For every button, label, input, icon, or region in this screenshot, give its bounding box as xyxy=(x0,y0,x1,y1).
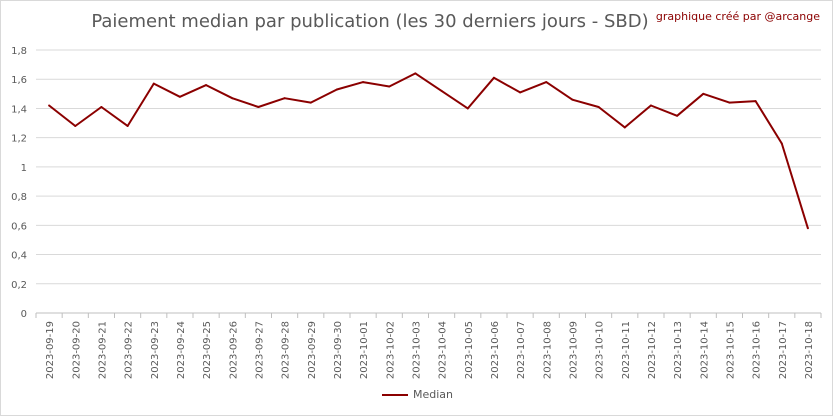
data-point xyxy=(205,84,208,87)
data-point xyxy=(257,105,260,108)
x-tick-label: 2023-10-12 xyxy=(647,321,658,379)
x-tick-label: 2023-09-19 xyxy=(45,321,56,379)
x-tick-label: 2023-09-20 xyxy=(71,321,82,379)
data-point xyxy=(74,124,77,127)
x-tick-label: 2023-10-02 xyxy=(385,321,396,379)
data-point xyxy=(676,114,679,117)
x-tick-label: 2023-09-23 xyxy=(150,321,161,379)
data-point xyxy=(126,124,129,127)
y-tick-label: 0,6 xyxy=(11,221,27,232)
x-tick-label: 2023-10-01 xyxy=(359,321,370,379)
x-tick-label: 2023-10-06 xyxy=(490,321,501,379)
x-tick-label: 2023-10-07 xyxy=(516,321,527,379)
data-point xyxy=(152,82,155,85)
data-point xyxy=(728,101,731,104)
x-tick-label: 2023-09-27 xyxy=(254,321,265,379)
x-tick-label: 2023-09-24 xyxy=(176,321,187,379)
x-tick-label: 2023-10-11 xyxy=(621,321,632,379)
data-point xyxy=(702,92,705,95)
legend-label-median: Median xyxy=(412,388,453,401)
data-point xyxy=(623,126,626,129)
chart-credit: graphique créé par @arcange xyxy=(655,10,820,23)
data-point xyxy=(283,97,286,100)
y-tick-label: 0 xyxy=(21,309,27,320)
x-tick-label: 2023-09-22 xyxy=(124,321,135,379)
x-tick-label: 2023-09-30 xyxy=(333,321,344,379)
x-tick-label: 2023-10-13 xyxy=(673,321,684,379)
data-point xyxy=(519,91,522,94)
y-tick-label: 1 xyxy=(21,163,27,174)
x-tick-label: 2023-09-26 xyxy=(228,321,239,379)
x-tick-label: 2023-09-28 xyxy=(281,321,292,379)
data-point xyxy=(806,227,809,230)
x-tick-label: 2023-10-16 xyxy=(752,321,763,379)
data-point xyxy=(335,88,338,91)
data-point xyxy=(649,104,652,107)
x-tick-label: 2023-10-18 xyxy=(804,321,815,379)
data-point xyxy=(100,105,103,108)
data-point xyxy=(362,81,365,84)
x-tick-label: 2023-10-15 xyxy=(725,321,736,379)
data-point xyxy=(545,81,548,84)
y-tick-label: 1,4 xyxy=(11,104,27,115)
data-point xyxy=(178,95,181,98)
x-tick-label: 2023-10-17 xyxy=(778,321,789,379)
data-point xyxy=(231,97,234,100)
x-tick-label: 2023-10-14 xyxy=(699,321,710,379)
data-point xyxy=(48,104,51,107)
x-tick-label: 2023-10-04 xyxy=(438,321,449,379)
series-line-median xyxy=(48,72,809,229)
x-tick-label: 2023-09-29 xyxy=(307,321,318,379)
data-point xyxy=(780,142,783,145)
y-tick-label: 0,2 xyxy=(11,280,27,291)
chart-title: Paiement median par publication (les 30 … xyxy=(91,11,649,32)
y-tick-label: 0,8 xyxy=(11,192,27,203)
x-tick-label: 2023-10-09 xyxy=(568,321,579,379)
legend-swatch-median xyxy=(381,394,408,396)
y-tick-label: 0,4 xyxy=(11,251,27,262)
data-point xyxy=(466,107,469,110)
x-tick-label: 2023-10-08 xyxy=(542,321,553,379)
data-point xyxy=(440,89,443,92)
y-tick-label: 1,2 xyxy=(11,134,27,145)
data-point xyxy=(388,85,391,88)
data-point xyxy=(309,101,312,104)
y-tick-label: 1,8 xyxy=(11,46,27,57)
x-tick-label: 2023-10-05 xyxy=(464,321,475,379)
y-tick-label: 1,6 xyxy=(11,75,27,86)
x-tick-label: 2023-09-21 xyxy=(97,321,108,379)
x-tick-label: 2023-10-10 xyxy=(595,321,606,379)
data-point xyxy=(414,72,417,75)
x-tick-label: 2023-10-03 xyxy=(411,321,422,379)
x-tick-label: 2023-09-25 xyxy=(202,321,213,379)
data-point xyxy=(754,100,757,103)
data-point xyxy=(597,105,600,108)
data-point xyxy=(571,98,574,101)
legend: Median xyxy=(1,388,833,401)
data-point xyxy=(492,76,495,79)
